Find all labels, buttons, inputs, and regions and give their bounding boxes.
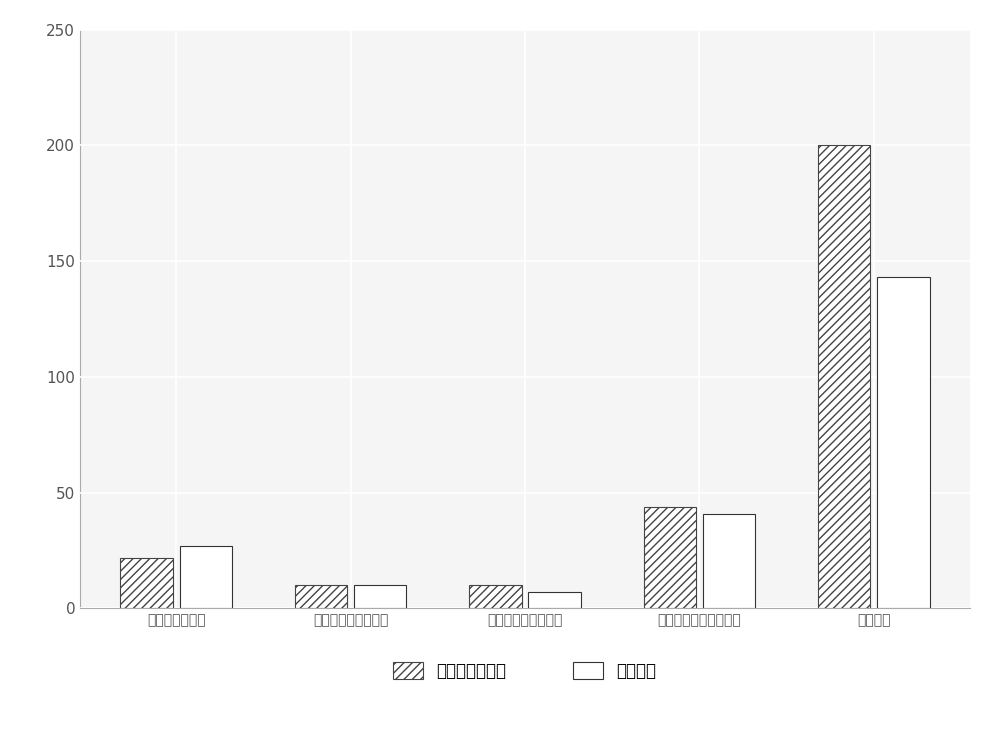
Bar [703,513,755,608]
Legend: 美拉德反应产物, 低温馏分: 美拉德反应产物, 低温馏分 [387,655,663,687]
Bar [877,278,930,608]
Bar [469,585,522,608]
Bar [528,592,581,608]
Bar [644,507,696,608]
Bar [354,585,406,608]
Bar [120,557,173,608]
Bar [295,585,347,608]
Bar [818,145,870,608]
Bar [180,546,232,608]
